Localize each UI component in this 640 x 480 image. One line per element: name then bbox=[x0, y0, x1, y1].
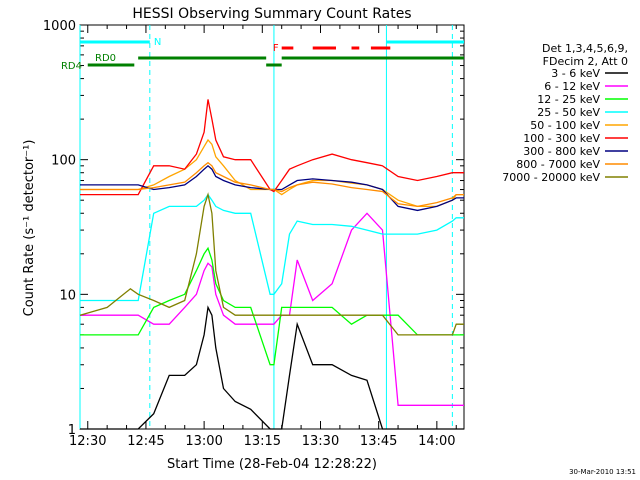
legend: Det 1,3,4,5,6,9,FDecim 2, Att 03 - 6 keV… bbox=[502, 42, 628, 184]
legend-entry: 6 - 12 keV bbox=[544, 80, 600, 93]
legend-header: FDecim 2, Att 0 bbox=[543, 55, 628, 68]
series-line bbox=[80, 161, 464, 208]
x-tick-label: 13:00 bbox=[185, 434, 222, 449]
y-tick-label: 100 bbox=[51, 154, 76, 169]
series-line bbox=[80, 212, 464, 406]
status-bar-label: RD0 bbox=[95, 53, 116, 64]
legend-entry: 800 - 7000 keV bbox=[516, 158, 600, 171]
legend-entry: 3 - 6 keV bbox=[551, 67, 600, 80]
series-line bbox=[80, 99, 464, 196]
legend-entry: 50 - 100 keV bbox=[530, 119, 600, 132]
status-bars: N F RD0 RD4 bbox=[61, 37, 464, 72]
chart-title: HESSI Observing Summary Count Rates bbox=[132, 6, 411, 22]
x-axis: 12:30 12:45 13:00 13:15 13:30 13:45 14:00 bbox=[69, 25, 457, 449]
mode-vertical-lines bbox=[79, 25, 453, 429]
x-tick-label: 12:45 bbox=[127, 434, 164, 449]
data-series bbox=[79, 99, 464, 430]
y-axis: 1 10 100 1000 bbox=[43, 19, 464, 438]
timestamp: 30-Mar-2010 13:51 bbox=[569, 468, 636, 476]
x-tick-label: 13:15 bbox=[244, 434, 281, 449]
legend-entry: 100 - 300 keV bbox=[523, 132, 600, 145]
x-tick-label: 13:45 bbox=[360, 434, 397, 449]
legend-entry: 7000 - 20000 keV bbox=[502, 171, 600, 184]
series-line bbox=[80, 246, 464, 366]
series-line bbox=[80, 305, 464, 430]
y-tick-label: 1000 bbox=[43, 19, 76, 34]
legend-entry: 12 - 25 keV bbox=[537, 93, 600, 106]
plot-frame bbox=[79, 24, 465, 430]
legend-entry: 25 - 50 keV bbox=[537, 106, 600, 119]
x-tick-label: 13:30 bbox=[302, 434, 339, 449]
legend-header: Det 1,3,4,5,6,9, bbox=[542, 42, 628, 55]
y-tick-label: 1 bbox=[68, 423, 76, 438]
status-bar-label: N bbox=[154, 37, 161, 48]
status-bar-label: F bbox=[273, 43, 279, 54]
series-line bbox=[80, 193, 464, 302]
x-axis-label: Start Time (28-Feb-04 12:28:22) bbox=[167, 457, 377, 472]
x-tick-label: 14:00 bbox=[418, 434, 455, 449]
status-bar-label: RD4 bbox=[61, 61, 82, 72]
y-tick-label: 10 bbox=[59, 288, 76, 303]
series-line bbox=[80, 164, 464, 212]
y-axis-label: Count Rate (s⁻¹ detector⁻¹) bbox=[22, 140, 37, 317]
legend-entry: 300 - 800 keV bbox=[523, 145, 600, 158]
series-line bbox=[80, 138, 464, 208]
x-tick-label: 12:30 bbox=[69, 434, 106, 449]
series-line bbox=[79, 192, 464, 336]
